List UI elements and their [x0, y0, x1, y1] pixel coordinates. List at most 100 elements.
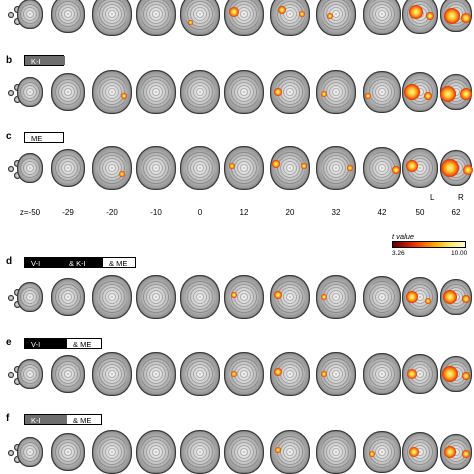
brain-slice: [270, 430, 310, 474]
panel-letter-e: e: [6, 337, 12, 348]
condition-label-c: ME: [24, 132, 64, 143]
brain-slice: [180, 146, 220, 190]
brain-slice: [363, 0, 401, 35]
brain-slice: [92, 70, 132, 114]
brain-slice: [92, 352, 132, 396]
brain-slice: [316, 0, 356, 36]
activation-cluster: [321, 371, 327, 377]
brain-slice: [136, 430, 176, 474]
colorbar-max: 10.00: [451, 250, 468, 257]
z-coordinate-label: 32: [331, 208, 341, 217]
activation-cluster: [274, 368, 282, 376]
activation-cluster: [426, 12, 434, 20]
activation-cluster: [275, 447, 281, 453]
activation-cluster: [392, 166, 400, 174]
brain-slice: [51, 278, 85, 316]
cerebellum-slice: [8, 295, 14, 301]
activation-cluster: [231, 371, 237, 377]
activation-cluster: [321, 91, 327, 97]
colorbar-title: t value: [392, 232, 415, 241]
brain-slice: [270, 0, 310, 36]
cerebellum-slice: [8, 12, 14, 18]
cerebellum-slice: [8, 166, 14, 172]
activation-cluster: [365, 93, 371, 99]
activation-cluster: [229, 7, 239, 17]
activation-cluster: [187, 19, 193, 25]
activation-cluster: [409, 447, 419, 457]
condition-label-d: V-I & K-I & ME: [24, 257, 136, 268]
condition-label-f: K-I & ME: [24, 414, 102, 425]
activation-cluster: [406, 160, 418, 172]
brain-row-d: [0, 275, 474, 319]
brain-slice: [224, 352, 264, 396]
activation-cluster: [327, 13, 333, 19]
brain-slice: [270, 275, 310, 319]
brain-slice: [136, 146, 176, 190]
brain-slice: [180, 430, 220, 474]
brain-slice: [92, 0, 132, 36]
activation-cluster: [407, 369, 417, 379]
label-segment: & ME: [67, 339, 98, 349]
brain-slice: [51, 0, 85, 33]
activation-cluster: [404, 84, 420, 100]
colorbar-min: 3.26: [392, 250, 405, 257]
brain-slice: [402, 72, 438, 112]
activation-cluster: [460, 88, 472, 100]
activation-cluster: [409, 5, 423, 19]
z-coordinate-label: -29: [62, 208, 74, 217]
brain-slice: [136, 70, 176, 114]
panel-letter-b: b: [6, 55, 13, 66]
brain-slice: [180, 70, 220, 114]
brain-slice: [363, 353, 401, 395]
label-segment: & K-I: [63, 258, 103, 268]
label-segment: & ME: [67, 415, 98, 425]
orientation-right: R: [458, 193, 464, 202]
cerebellum-slice: [8, 90, 14, 96]
activation-cluster: [462, 450, 470, 458]
brain-slice: [17, 0, 43, 29]
brain-slice: [136, 275, 176, 319]
brain-slice: [180, 275, 220, 319]
brain-slice: [224, 146, 264, 190]
brain-slice: [51, 355, 85, 393]
brain-slice: [224, 275, 264, 319]
activation-cluster: [443, 290, 457, 304]
condition-label-b: K-I: [24, 55, 65, 66]
activation-cluster: [369, 451, 375, 457]
activation-cluster: [121, 93, 127, 99]
label-segment: K-I: [25, 56, 65, 66]
brain-slice: [363, 276, 401, 318]
z-coordinate-label: -20: [106, 208, 118, 217]
activation-cluster: [347, 165, 353, 171]
brain-slice: [363, 71, 401, 113]
activation-cluster: [424, 92, 432, 100]
brain-slice: [17, 77, 43, 107]
brain-row-e: [0, 352, 474, 396]
activation-cluster: [229, 163, 235, 169]
panel-letter-c: c: [6, 131, 12, 142]
brain-slice: [224, 0, 264, 36]
brain-slice: [51, 149, 85, 187]
cerebellum-slice: [8, 450, 14, 456]
panel-letter-d: d: [6, 256, 13, 267]
activation-cluster: [441, 159, 459, 177]
brain-slice: [224, 430, 264, 474]
brain-row-b: [0, 70, 474, 114]
brain-row-c: [0, 146, 474, 190]
z-coordinate-label: 42: [377, 208, 387, 217]
condition-label-e: V-I & ME: [24, 338, 102, 349]
brain-slice: [17, 359, 43, 389]
activation-cluster: [462, 372, 470, 380]
brain-slice: [92, 430, 132, 474]
z-coordinate-label: 50: [415, 208, 425, 217]
activation-cluster: [444, 446, 456, 458]
activation-cluster: [406, 291, 418, 303]
activation-cluster: [444, 8, 460, 24]
z-coordinate-label: 12: [239, 208, 249, 217]
activation-cluster: [119, 171, 125, 177]
z-coordinate-label: -10: [150, 208, 162, 217]
brain-row-a: [0, 0, 474, 36]
cerebellum-slice: [8, 372, 14, 378]
brain-slice: [92, 146, 132, 190]
z-coordinate-label: 0: [197, 208, 203, 217]
